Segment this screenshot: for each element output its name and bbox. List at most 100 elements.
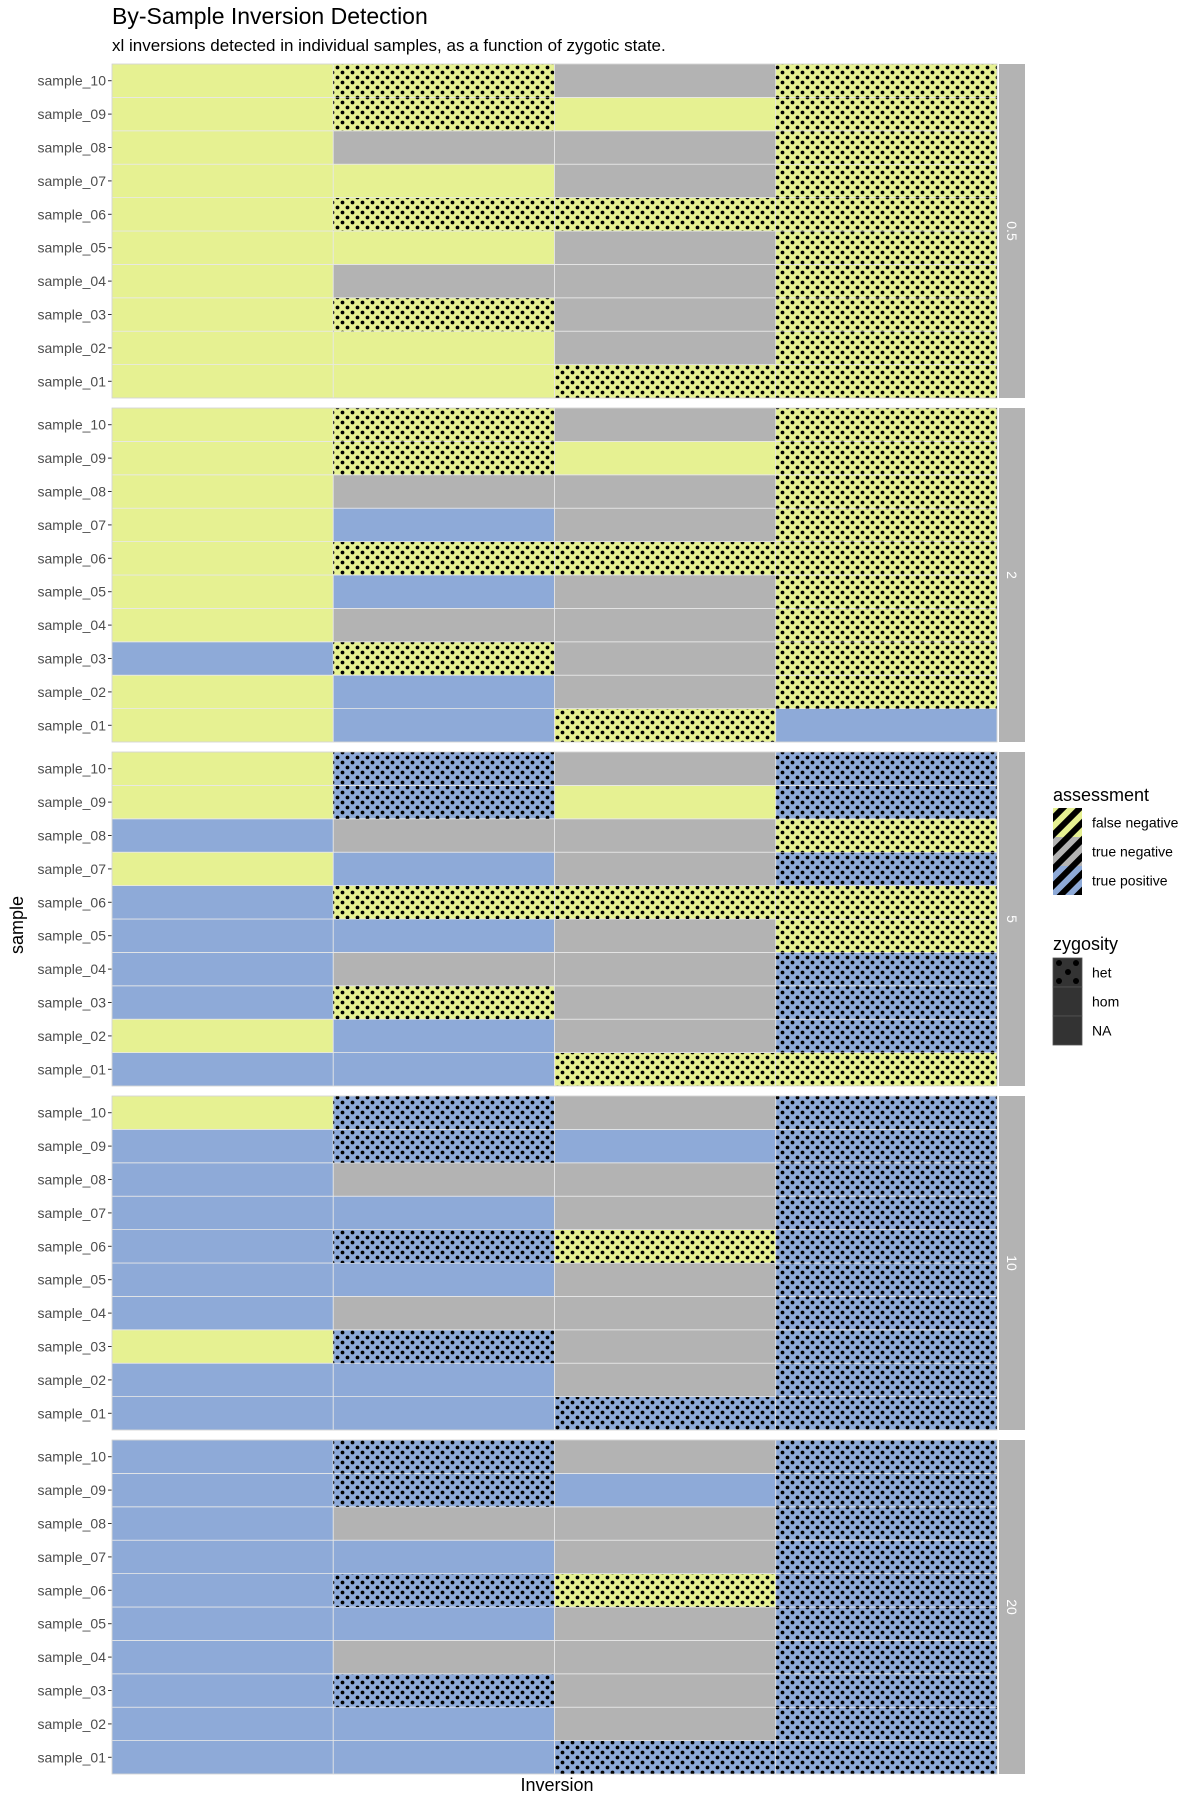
panel-border [111,1439,998,1775]
heatmap-cell [111,474,334,509]
legend-title-zygosity: zygosity [1053,934,1118,954]
cell-fill [332,952,555,987]
cell-het-pattern [775,1540,997,1574]
legend-label: false negative [1092,815,1179,831]
cell-fill [111,474,334,509]
heatmap-cell [554,1095,777,1130]
heatmap-cell [111,1229,334,1264]
heatmap-cell [111,440,334,476]
heatmap-cell [554,440,777,476]
heatmap-cell [111,330,334,366]
cell-fill [554,985,777,1020]
y-tick-label: sample_10 [38,1449,107,1465]
cell-het-pattern [775,231,997,265]
heatmap-cell [332,197,555,232]
legend-item-zygosity: hom [1052,986,1119,1017]
heatmap-cell [775,1329,998,1364]
legend-item-zygosity: NA [1052,1015,1112,1046]
cell-het-pattern [775,97,997,131]
y-tick-label: sample_07 [38,517,107,533]
cell-het-pattern [554,1740,776,1774]
cell-fill [111,197,334,232]
heatmap-cell [775,1162,998,1197]
heatmap-cell [554,708,777,743]
y-tick-label: sample_08 [38,140,107,156]
heatmap-cell [111,1706,334,1741]
cell-het-pattern [775,64,997,98]
y-tick-label: sample_01 [38,1749,107,1765]
heatmap-cell [332,1262,555,1297]
cell-fill [111,1439,334,1474]
cell-het-pattern [333,1096,555,1130]
legend-label: hom [1092,994,1119,1010]
heatmap-cell [554,197,777,232]
heatmap-cell [332,1362,555,1397]
facet-panel-10: 10 sample_01 sample_02 sample_03 sample_04 sa… [38,1095,1025,1431]
cell-fill [111,1262,334,1297]
heatmap-cell [332,574,555,609]
heatmap-cell [332,297,555,332]
heatmap-cell [554,1506,777,1541]
cell-fill [554,63,777,98]
heatmap-cell [111,163,334,198]
heatmap-cell [332,263,555,299]
heatmap-cell [111,1362,334,1397]
cell-het-pattern [333,1673,555,1708]
y-tick-label: sample_07 [38,1549,107,1565]
heatmap-cell [775,1673,998,1708]
cell-het-pattern [775,818,997,853]
heatmap-cell [332,708,555,743]
heatmap-cell [775,1195,998,1230]
heatmap-cell [111,297,334,332]
cell-fill [332,1052,555,1087]
y-tick-label: sample_07 [38,1205,107,1221]
heatmap-cell [111,1640,334,1675]
cell-fill [111,1229,334,1264]
cell-fill [332,574,555,609]
cell-fill [554,785,777,820]
x-axis-title: Inversion [520,1775,593,1795]
heatmap-cell [111,407,334,442]
y-tick-label: sample_02 [38,684,107,700]
facet-strip [999,752,1025,1086]
heatmap-cell [554,1362,777,1397]
cell-fill [554,1706,777,1741]
cell-fill [554,851,777,887]
facet-strip [999,64,1025,398]
heatmap-cell [554,97,777,132]
cell-fill [332,708,555,743]
heatmap-cell [775,1740,998,1775]
heatmap-cell [332,1706,555,1741]
heatmap-cell [111,1396,334,1431]
legend-item-assessment: true positive [1053,866,1168,895]
heatmap-cell [111,674,334,710]
y-tick-label: sample_09 [38,1138,107,1154]
heatmap-cell [775,97,998,132]
cell-fill [554,1673,777,1708]
heatmap-cell [775,474,998,509]
cell-fill [775,708,998,743]
cell-fill [554,1539,777,1574]
facet-strip [999,1440,1025,1774]
cell-fill [332,1296,555,1331]
heatmap-cell [775,197,998,232]
heatmap-cell [554,1396,777,1431]
y-tick-label: sample_01 [38,373,107,389]
heatmap-cell [554,1439,777,1474]
heatmap-cell [775,130,998,165]
cell-fill [554,641,777,676]
heatmap-cell [332,507,555,543]
facet-panel-0.5: 0.5 sample_01 sample_02 sample_03 sample_04 s… [38,63,1025,399]
facet-strip [999,1096,1025,1430]
legend-key [1052,986,1083,1017]
heatmap-cell [332,474,555,509]
heatmap-cell [775,952,998,987]
cell-het-pattern [333,785,555,819]
cell-fill [111,1195,334,1230]
heatmap-cell [775,364,998,399]
cell-fill [554,330,777,366]
heatmap-cell [554,1229,777,1264]
heatmap-cell [111,1606,334,1641]
cell-fill [111,885,334,920]
cell-het-pattern [554,885,776,919]
